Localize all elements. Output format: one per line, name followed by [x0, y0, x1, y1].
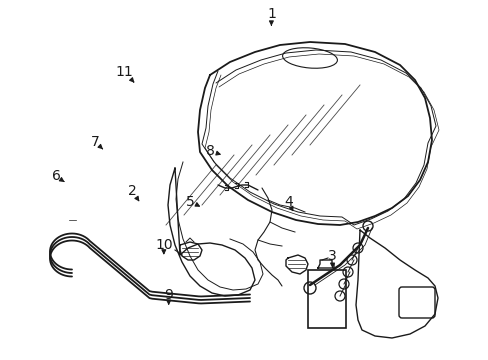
- Text: 5: 5: [186, 195, 199, 208]
- Text: 2: 2: [127, 184, 139, 201]
- Text: 7: 7: [91, 135, 102, 149]
- Text: 8: 8: [205, 144, 220, 158]
- Text: 9: 9: [164, 288, 173, 304]
- Text: 10: 10: [155, 238, 172, 254]
- Text: 11: 11: [116, 65, 134, 82]
- Text: 3: 3: [327, 249, 336, 267]
- Text: 4: 4: [284, 195, 292, 211]
- Text: 1: 1: [266, 8, 275, 25]
- Text: 6: 6: [52, 170, 64, 183]
